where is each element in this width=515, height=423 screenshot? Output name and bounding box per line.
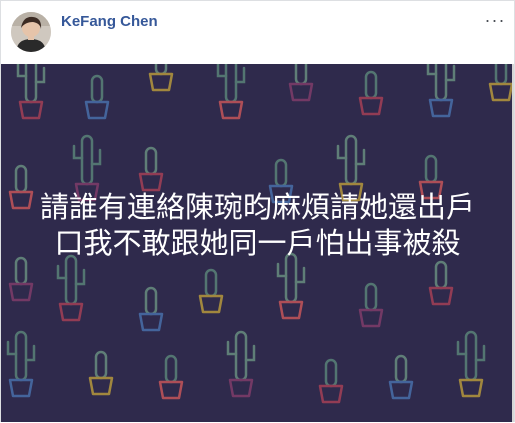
cactus-icon — [318, 358, 344, 404]
cactus-icon — [358, 70, 384, 116]
cactus-icon — [8, 164, 34, 210]
cactus-icon — [428, 260, 454, 306]
cactus-icon — [16, 64, 46, 120]
cactus-icon — [158, 354, 184, 400]
cactus-icon — [88, 350, 114, 396]
cactus-icon — [226, 330, 256, 398]
cactus-icon — [336, 134, 366, 202]
cactus-icon — [84, 74, 110, 120]
cactus-icon — [358, 282, 384, 328]
cactus-icon — [72, 134, 102, 202]
cactus-icon — [216, 64, 246, 120]
cactus-icon — [8, 256, 34, 302]
cactus-icon — [388, 354, 414, 400]
cactus-icon — [276, 252, 306, 320]
cactus-icon — [198, 268, 224, 314]
cactus-icon — [268, 158, 294, 204]
cactus-icon — [288, 64, 314, 102]
text-post-background[interactable]: 請誰有連絡陳琬昀麻煩請她還出戶口我不敢跟她同一戶怕出事被殺 — [1, 64, 514, 422]
cactus-icon — [138, 146, 164, 192]
scrollbar-track[interactable] — [512, 64, 514, 422]
author-avatar[interactable] — [11, 12, 51, 52]
author-name-link[interactable]: KeFang Chen — [61, 13, 158, 30]
cactus-pattern-background — [6, 64, 514, 404]
cactus-icon — [56, 254, 86, 322]
post-header: KeFang Chen ··· — [1, 1, 514, 64]
cactus-icon — [6, 330, 36, 398]
cactus-icon — [456, 330, 486, 398]
cactus-icon — [138, 286, 164, 332]
post-text: 請誰有連絡陳琬昀麻煩請她還出戶口我不敢跟她同一戶怕出事被殺 — [39, 190, 475, 260]
avatar-photo — [11, 12, 51, 52]
cactus-icon — [418, 154, 444, 200]
ellipsis-horizontal-icon: ··· — [484, 9, 506, 30]
post-options-button[interactable]: ··· — [484, 9, 506, 31]
cactus-icon — [148, 64, 174, 92]
cactus-icon — [488, 64, 514, 102]
cactus-icon — [426, 64, 456, 118]
